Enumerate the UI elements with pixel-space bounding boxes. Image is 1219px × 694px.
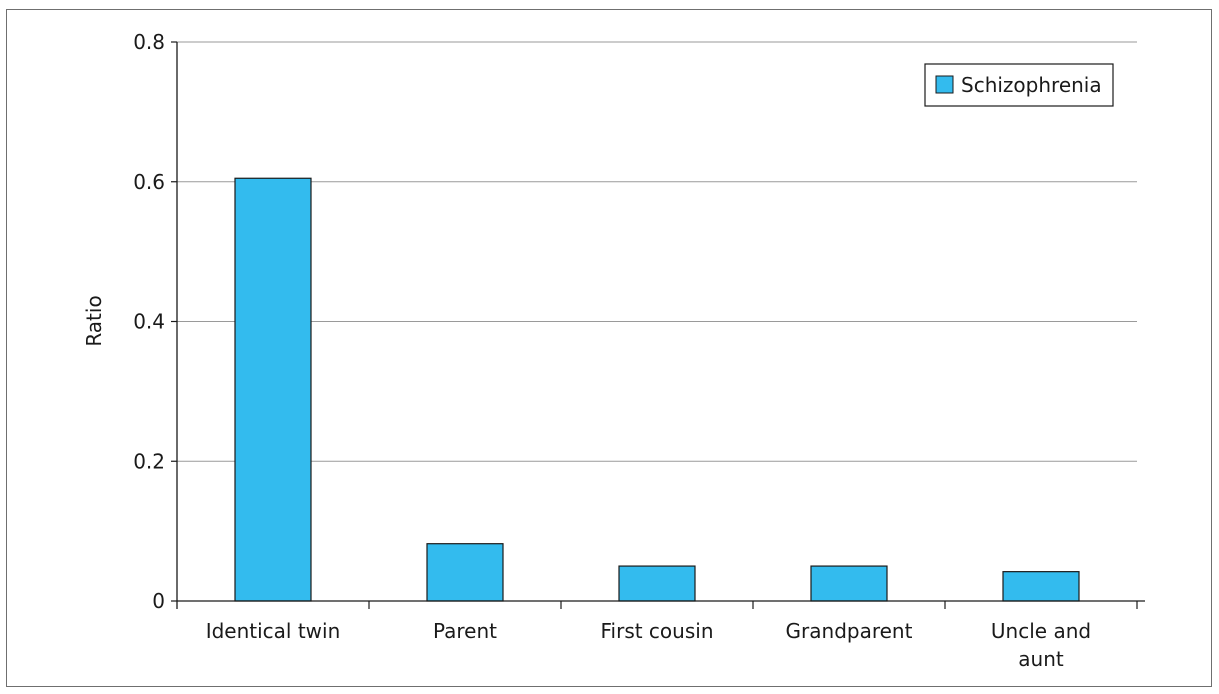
- y-tick-label: 0.2: [133, 449, 165, 473]
- tick-labels: 0 0.2 0.4 0.6 0.8 Identical twin Parent First c…: [133, 30, 1091, 671]
- bar-uncle-and-aunt: [1002, 571, 1080, 602]
- legend-label-schizophrenia: Schizophrenia: [961, 73, 1102, 97]
- x-tick-label: Identical twin: [206, 619, 341, 643]
- legend-swatch: [935, 75, 954, 94]
- y-tick-label: 0.4: [133, 310, 165, 334]
- bars: [234, 177, 1080, 602]
- y-tick-label: 0: [152, 589, 165, 613]
- x-tick-label: Uncle and aunt: [991, 619, 1091, 671]
- chart-frame: 0 0.2 0.4 0.6 0.8 Identical twin Parent First c…: [6, 9, 1212, 687]
- bar-grandparent: [810, 565, 888, 602]
- gridlines: [177, 41, 1137, 462]
- bar-chart: 0 0.2 0.4 0.6 0.8 Identical twin Parent First c…: [82, 30, 1145, 671]
- axes: [171, 41, 1145, 609]
- legend-box: [924, 63, 1114, 107]
- x-tick-label: First cousin: [600, 619, 713, 643]
- y-axis-label: Ratio: [82, 295, 106, 346]
- bar-parent: [426, 543, 504, 602]
- x-tick-label: Grandparent: [786, 619, 913, 643]
- bar-identical-twin: [234, 177, 312, 602]
- y-tick-label: 0.8: [133, 30, 165, 54]
- y-tick-label: 0.6: [133, 170, 165, 194]
- x-tick-label: Parent: [433, 619, 497, 643]
- legend: Schizophrenia: [924, 63, 1114, 107]
- bar-first-cousin: [618, 565, 696, 602]
